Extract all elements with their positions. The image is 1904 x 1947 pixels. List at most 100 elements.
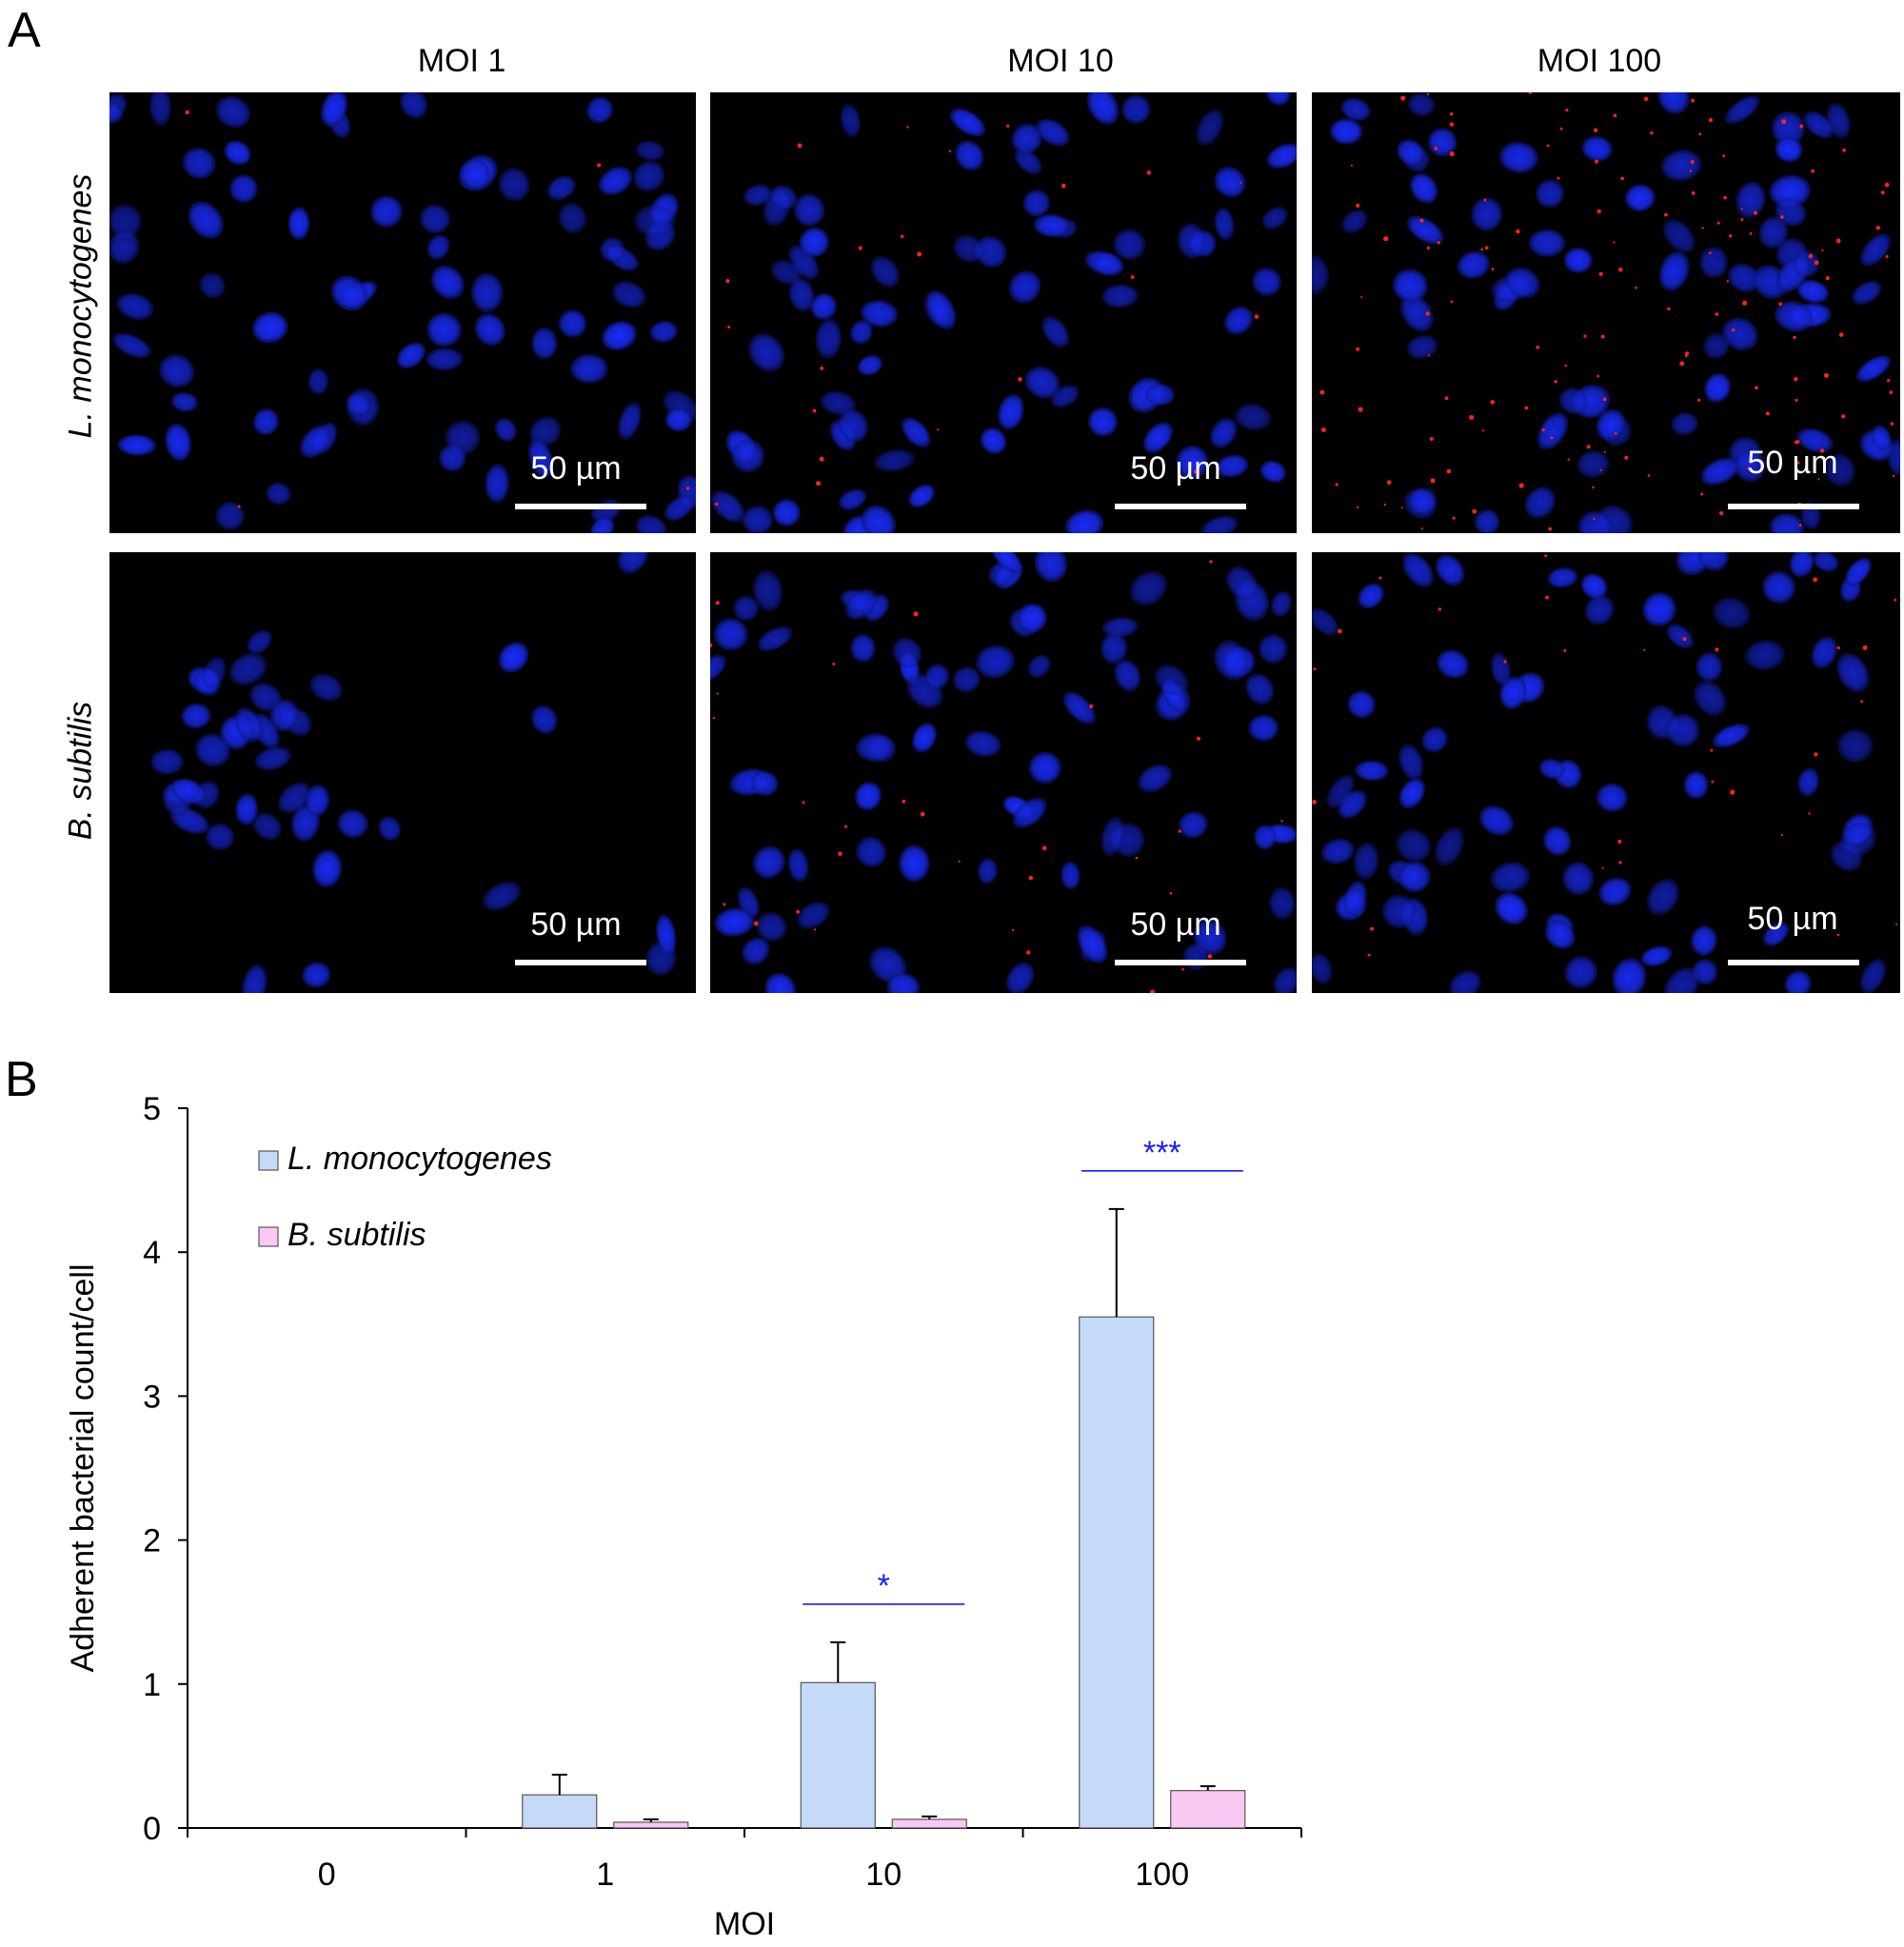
cell-nucleus <box>901 417 931 448</box>
y-axis-title: Adherent bacterial count/cell <box>65 1263 101 1672</box>
bacterium-dot <box>1730 789 1735 795</box>
cell-nucleus <box>399 92 428 119</box>
bacterium-dot <box>1434 147 1438 150</box>
cell-nucleus <box>1683 771 1709 800</box>
cell-nucleus <box>635 140 665 161</box>
cell-nucleus <box>1543 825 1572 856</box>
bar-chart: 0 1 2 3 4 5 0 1 10 100 MOI Adherent bacterial count… <box>65 1091 1302 1942</box>
cell-nucleus <box>300 425 332 459</box>
bacterium-dot <box>1732 328 1735 332</box>
cell-nucleus <box>1341 209 1368 234</box>
bacterium-dot <box>1779 215 1784 219</box>
cell-nucleus <box>202 656 227 689</box>
cell-nucleus <box>1121 94 1151 125</box>
scale-label: 50 µm <box>1747 445 1838 481</box>
cell-nucleus <box>1312 952 1333 984</box>
bacterium-dot <box>958 860 961 863</box>
cell-nucleus <box>856 836 887 868</box>
bacterium-dot <box>1740 218 1744 222</box>
bacterium-dot <box>1061 183 1066 189</box>
cell-nucleus <box>215 501 245 530</box>
cell-nucleus <box>527 438 554 478</box>
cell-nucleus <box>886 972 921 993</box>
cell-nucleus <box>977 858 998 884</box>
bacterium-dot <box>906 126 909 129</box>
cell-nucleus <box>205 823 235 851</box>
bacterium-dot <box>1765 411 1770 416</box>
bacterium-dot <box>1875 226 1880 230</box>
bacterium-dot <box>796 909 800 914</box>
cell-nucleus <box>1797 767 1819 797</box>
cell-nucleus <box>586 96 614 124</box>
cell-nucleus <box>731 439 765 473</box>
cell-nucleus <box>980 427 1007 454</box>
micrograph-image <box>150 552 677 993</box>
bacterium-dot <box>948 149 952 153</box>
cell-nucleus <box>964 730 1002 758</box>
cell-nucleus <box>955 140 984 171</box>
cell-nucleus <box>254 746 292 771</box>
bacterium-dot <box>1449 122 1455 127</box>
cell-nucleus <box>438 444 466 472</box>
cell-nucleus <box>633 160 665 192</box>
cell-nucleus <box>116 292 154 320</box>
cell-nucleus <box>1538 758 1565 780</box>
bacterium-dot <box>838 851 843 857</box>
cell-nucleus <box>713 618 748 651</box>
cell-nucleus <box>1271 590 1292 617</box>
cell-nucleus <box>1214 208 1235 241</box>
bacterium-dot <box>816 481 821 487</box>
cell-nucleus <box>1397 139 1425 167</box>
cell-nucleus <box>1769 174 1812 208</box>
bar <box>613 1821 689 1829</box>
bacterium-dot <box>1684 354 1688 358</box>
bacterium-dot <box>1781 119 1787 125</box>
cell-nucleus <box>710 490 745 523</box>
cell-nucleus <box>188 201 224 239</box>
cell-nucleus <box>312 849 343 888</box>
cell-nucleus <box>1178 811 1208 839</box>
micrograph-image <box>1312 552 1898 993</box>
cell-nucleus <box>1671 412 1698 436</box>
cell-nucleus <box>1642 592 1676 626</box>
bacterium-dot <box>1554 380 1557 384</box>
cell-nucleus <box>635 514 667 533</box>
cell-nucleus <box>1008 270 1041 304</box>
bacterium-dot <box>1593 517 1596 521</box>
cell-nucleus <box>498 168 530 202</box>
cell-nucleus <box>1329 118 1363 145</box>
cell-nucleus <box>1113 228 1146 261</box>
cell-nucleus <box>1392 268 1429 303</box>
bacterium-dot <box>1715 312 1719 316</box>
cell-nucleus <box>1084 250 1124 276</box>
cell-nucleus <box>570 353 608 384</box>
bacterium-dot <box>1838 332 1844 337</box>
cell-nucleus <box>924 664 950 689</box>
bacterium-dot <box>1135 856 1139 860</box>
cell-nucleus <box>346 392 371 417</box>
cell-nucleus <box>1836 652 1870 693</box>
cell-nucleus <box>757 626 793 652</box>
bacterium-dot <box>1516 228 1520 234</box>
cell-nucleus <box>459 159 491 189</box>
bacterium-dot <box>237 505 241 508</box>
cell-nucleus <box>1399 293 1434 332</box>
bacterium-dot <box>1618 268 1623 272</box>
bacterium-dot <box>715 601 720 606</box>
bacterium-dot <box>1817 478 1820 481</box>
y-tick-label: 3 <box>143 1379 161 1415</box>
bacterium-dot <box>1548 526 1552 531</box>
cell-nucleus <box>788 277 815 312</box>
cell-nucleus <box>1398 744 1424 781</box>
scale-bar <box>1728 960 1859 965</box>
bacterium-dot <box>1593 128 1598 132</box>
legend-label: L. monocytogenes <box>288 1141 552 1177</box>
cell-nucleus <box>1216 454 1249 478</box>
cell-nucleus <box>1061 861 1081 890</box>
cell-nucleus <box>1014 149 1042 175</box>
cell-nucleus <box>892 637 922 668</box>
bacterium-dot <box>1597 209 1601 214</box>
bar <box>1079 1316 1155 1829</box>
bacterium-dot <box>1546 144 1550 148</box>
cell-nucleus <box>1022 189 1050 217</box>
